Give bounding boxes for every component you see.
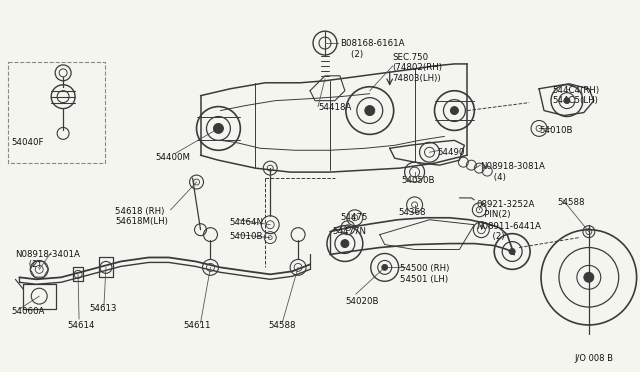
Circle shape xyxy=(365,106,375,116)
Text: N08911-6441A
      (2): N08911-6441A (2) xyxy=(476,222,541,241)
Text: 54050B: 54050B xyxy=(402,176,435,185)
Text: J/O 008 B: J/O 008 B xyxy=(574,354,613,363)
Circle shape xyxy=(509,248,515,254)
Text: 54588: 54588 xyxy=(268,321,296,330)
Text: N08918-3401A
     (2): N08918-3401A (2) xyxy=(15,250,80,269)
Text: 54490: 54490 xyxy=(438,148,465,157)
Text: B08168-6161A
    (2): B08168-6161A (2) xyxy=(340,39,404,58)
Text: 54500 (RH)
54501 (LH): 54500 (RH) 54501 (LH) xyxy=(399,264,449,284)
Text: 54477N: 54477N xyxy=(332,227,366,236)
Text: 54611: 54611 xyxy=(184,321,211,330)
Text: 54368: 54368 xyxy=(399,208,426,217)
Text: 544C4(RH)
544C5(LH): 544C4(RH) 544C5(LH) xyxy=(552,86,599,105)
Text: 54020B: 54020B xyxy=(345,297,378,306)
Text: SEC.750
(74802(RH)
74803(LH)): SEC.750 (74802(RH) 74803(LH)) xyxy=(393,53,443,83)
Text: 54060A: 54060A xyxy=(12,307,45,316)
Circle shape xyxy=(341,240,349,247)
Circle shape xyxy=(564,98,570,104)
Text: 54614: 54614 xyxy=(67,321,95,330)
Text: 54588: 54588 xyxy=(557,198,584,207)
Text: N08918-3081A
     (4): N08918-3081A (4) xyxy=(480,162,545,182)
Text: 54040F: 54040F xyxy=(12,138,44,147)
Text: 54464N: 54464N xyxy=(229,218,264,227)
Circle shape xyxy=(214,124,223,134)
Circle shape xyxy=(584,272,594,282)
Text: 54618 (RH)
54618M(LH): 54618 (RH) 54618M(LH) xyxy=(115,207,168,226)
Text: 54400M: 54400M xyxy=(156,153,191,162)
Text: 54475: 54475 xyxy=(340,213,367,222)
Circle shape xyxy=(381,264,388,270)
Text: 54010B: 54010B xyxy=(229,232,263,241)
Text: 54010B: 54010B xyxy=(539,126,573,135)
Circle shape xyxy=(451,107,458,115)
Text: 08921-3252A
   PIN(2): 08921-3252A PIN(2) xyxy=(476,200,534,219)
Text: 54613: 54613 xyxy=(89,304,116,313)
Text: 54418A: 54418A xyxy=(318,103,351,112)
